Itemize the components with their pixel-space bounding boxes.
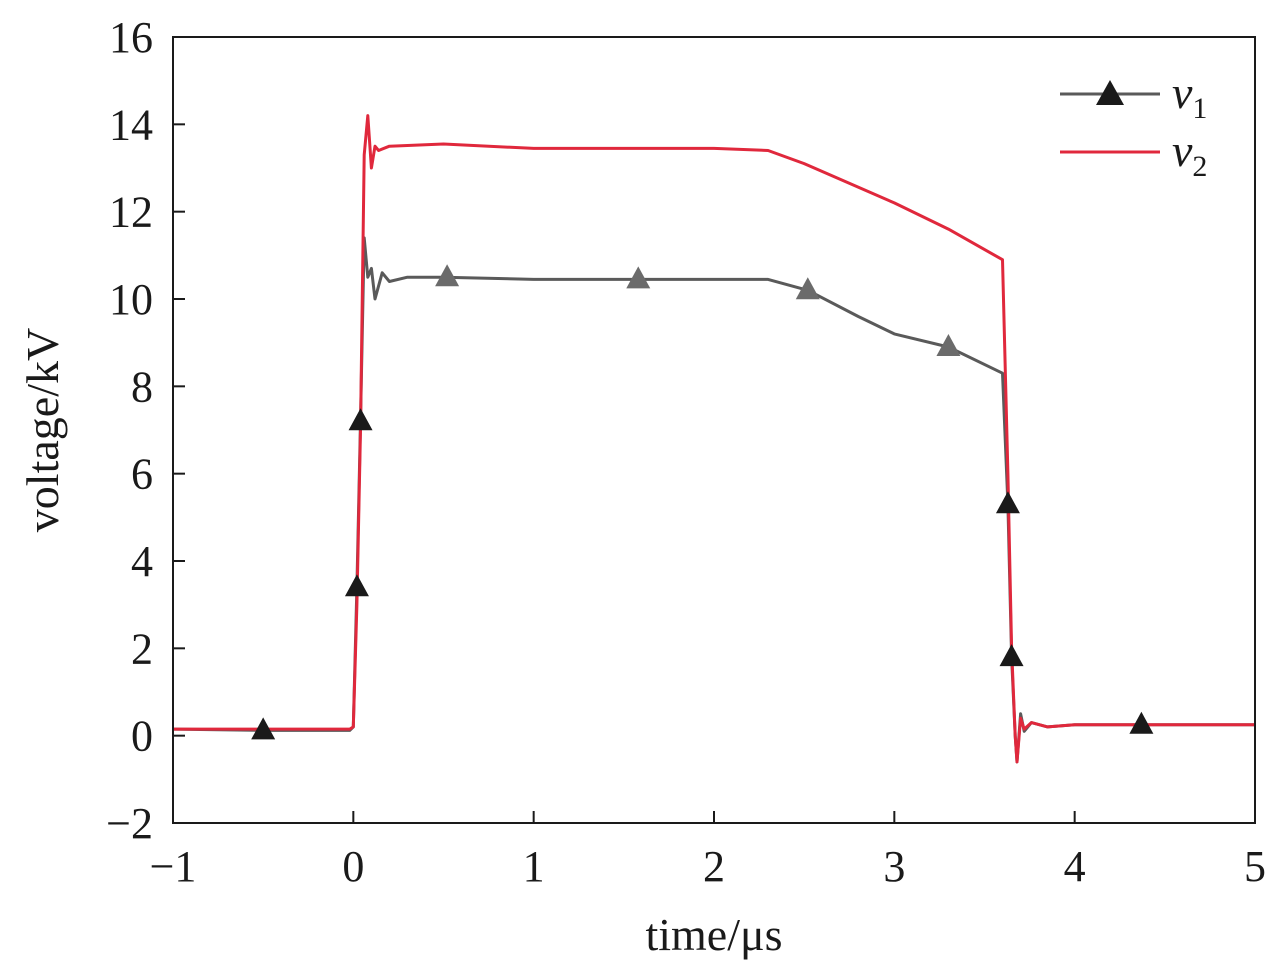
y-tick-label: 16 [109, 13, 153, 62]
legend-marker-v1 [1096, 80, 1124, 105]
series-marker-v1 [251, 717, 276, 740]
x-tick-label: 2 [703, 842, 725, 891]
series-marker-v1 [344, 574, 369, 597]
x-axis-title: time/μs [645, 909, 782, 960]
series-marker-v1 [795, 277, 820, 300]
series-marker-v1 [936, 334, 961, 357]
y-tick-label: 6 [131, 450, 153, 499]
series-marker-v1 [999, 644, 1024, 667]
x-tick-label: 5 [1244, 842, 1266, 891]
y-tick-label: 14 [109, 100, 153, 149]
x-tick-label: 0 [342, 842, 364, 891]
series-marker-v1 [348, 408, 373, 431]
y-tick-label: 0 [131, 712, 153, 761]
y-axis-title: voltage/kV [17, 328, 68, 532]
legend-label-v1: v1 [1172, 67, 1207, 125]
y-tick-label: −2 [106, 799, 153, 848]
series-marker-v1 [435, 264, 460, 287]
series-marker-v1 [1129, 711, 1154, 734]
series-line-v2 [173, 114, 1255, 764]
y-tick-label: 8 [131, 362, 153, 411]
y-tick-label: 4 [131, 537, 153, 586]
series-marker-v1 [626, 266, 651, 289]
y-tick-label: 2 [131, 624, 153, 673]
series-layer [172, 114, 1255, 764]
x-tick-label: 1 [523, 842, 545, 891]
x-tick-label: −1 [150, 842, 197, 891]
y-tick-label: 12 [109, 188, 153, 237]
series-line-v1 [172, 236, 1255, 764]
x-tick-label: 3 [883, 842, 905, 891]
series-marker-v1 [995, 491, 1020, 514]
x-tick-label: 4 [1064, 842, 1086, 891]
plot-frame [172, 36, 1256, 824]
legend: v1 v2 [1060, 67, 1207, 183]
legend-label-v2: v2 [1172, 125, 1207, 183]
y-tick-label: 10 [109, 275, 153, 324]
